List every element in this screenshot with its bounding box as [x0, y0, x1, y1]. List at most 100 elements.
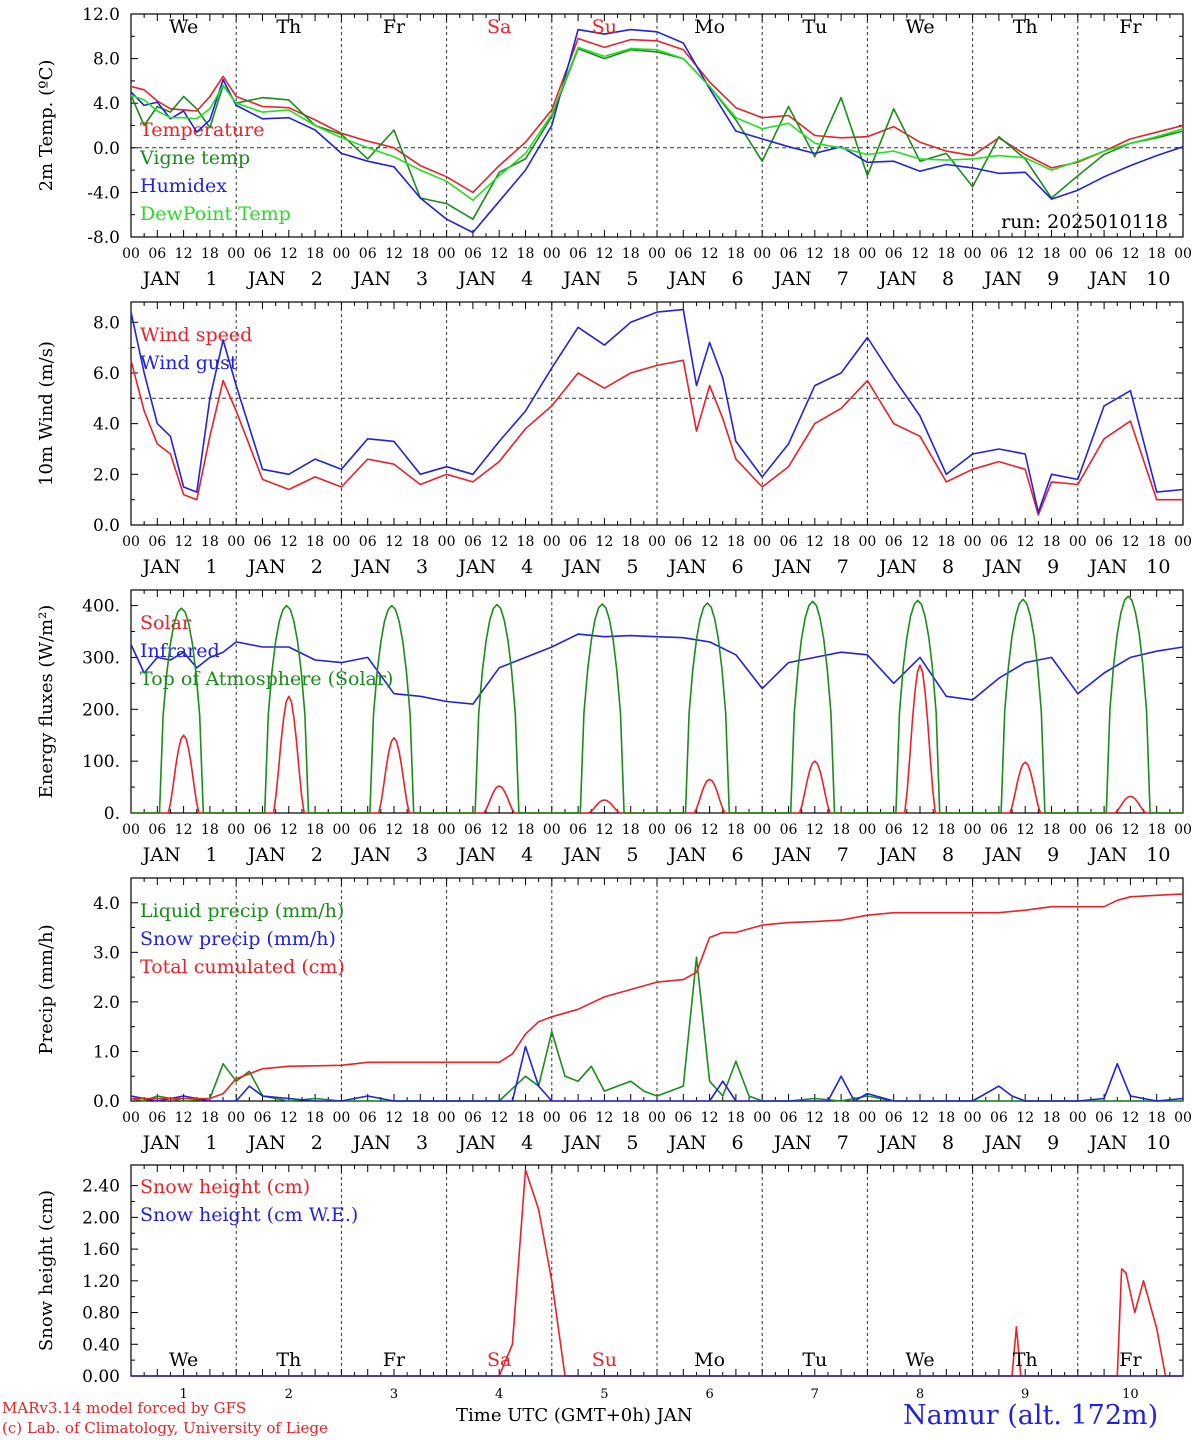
- date-number-label: 5: [626, 268, 638, 290]
- day-name-label: Th: [276, 1349, 301, 1371]
- precip-series-line: [131, 893, 1184, 1100]
- wind-plot-frame: [130, 301, 1184, 526]
- day-name-label: We: [169, 1349, 198, 1371]
- date-number-label: 2: [285, 1387, 293, 1402]
- hour-tick-label: 00: [858, 246, 876, 262]
- day-name-label: Mo: [694, 16, 725, 38]
- hour-tick-label: 00: [332, 246, 350, 262]
- month-label: JAN: [351, 844, 391, 866]
- day-name-label: Su: [592, 1349, 617, 1371]
- date-number-label: 8: [942, 556, 954, 578]
- energy-legend-entry: Solar: [140, 612, 192, 634]
- date-number-label: 7: [837, 844, 849, 866]
- date-number-label: 2: [311, 1132, 323, 1154]
- hour-tick-label: 06: [569, 1110, 587, 1126]
- hour-tick-label: 06: [885, 534, 903, 550]
- hour-tick-label: 06: [1095, 1110, 1113, 1126]
- date-number-label: 3: [416, 556, 428, 578]
- date-number-label: 10: [1146, 1132, 1170, 1154]
- hour-tick-label: 06: [1095, 822, 1113, 838]
- day-name-label: We: [169, 16, 198, 38]
- energy-series-line: [130, 633, 1184, 705]
- precip-y-tick-label: 1.0: [93, 1042, 120, 1062]
- hour-tick-label: 12: [280, 246, 298, 262]
- snow-legend-entry: Snow height (cm W.E.): [140, 1204, 358, 1226]
- hour-tick-label: 18: [622, 534, 640, 550]
- month-label: JAN: [141, 1132, 181, 1154]
- hour-tick-label: 18: [517, 534, 535, 550]
- date-number-label: 3: [416, 268, 428, 290]
- wind-series-line: [130, 308, 1184, 514]
- date-number-label: 7: [837, 268, 849, 290]
- month-label: JAN: [982, 268, 1022, 290]
- month-label: JAN: [877, 844, 917, 866]
- month-label: JAN: [141, 556, 181, 578]
- hour-tick-label: 06: [148, 246, 166, 262]
- snow-y-tick-label: 0.00: [82, 1367, 120, 1387]
- energy-y-tick-label: 400.: [82, 597, 120, 617]
- hour-tick-label: 06: [990, 1110, 1008, 1126]
- hour-tick-label: 12: [175, 1110, 193, 1126]
- hour-tick-label: 12: [911, 534, 929, 550]
- day-name-label: Tu: [802, 16, 827, 38]
- energy-y-axis-title: Energy fluxes (W/m²): [36, 605, 57, 799]
- hour-tick-label: 18: [832, 822, 850, 838]
- hour-tick-label: 06: [569, 246, 587, 262]
- month-label: JAN: [561, 268, 601, 290]
- date-number-label: 1: [179, 1387, 187, 1402]
- hour-tick-label: 00: [122, 1110, 140, 1126]
- date-number-label: 5: [600, 1387, 608, 1402]
- hour-tick-label: 18: [622, 1110, 640, 1126]
- hour-tick-label: 12: [385, 822, 403, 838]
- hour-tick-label: 00: [227, 822, 245, 838]
- hour-tick-label: 06: [990, 534, 1008, 550]
- date-number-label: 4: [495, 1387, 503, 1402]
- month-label: JAN: [456, 268, 496, 290]
- hour-tick-label: 00: [332, 1110, 350, 1126]
- hour-tick-label: 06: [569, 822, 587, 838]
- hour-tick-label: 12: [911, 822, 929, 838]
- hour-tick-label: 12: [385, 1110, 403, 1126]
- hour-tick-label: 12: [1121, 534, 1139, 550]
- hour-tick-label: 00: [332, 534, 350, 550]
- month-label: JAN: [561, 1132, 601, 1154]
- date-number-label: 4: [521, 844, 533, 866]
- hour-tick-label: 00: [858, 534, 876, 550]
- hour-tick-label: 18: [727, 1110, 745, 1126]
- temperature-legend-entry: DewPoint Temp: [140, 203, 291, 225]
- wind-y-tick-label: 0.0: [93, 516, 120, 536]
- date-number-label: 1: [206, 1132, 218, 1154]
- hour-tick-label: 06: [780, 1110, 798, 1126]
- hour-tick-label: 00: [753, 822, 771, 838]
- hour-tick-label: 00: [964, 822, 982, 838]
- hour-tick-label: 00: [543, 1110, 561, 1126]
- hour-tick-label: 00: [858, 1110, 876, 1126]
- date-number-label: 9: [1047, 556, 1059, 578]
- hour-tick-label: 18: [727, 822, 745, 838]
- month-label: JAN: [351, 556, 391, 578]
- hour-tick-label: 00: [1069, 822, 1087, 838]
- month-label: JAN: [246, 1132, 286, 1154]
- day-name-label: Th: [1013, 1349, 1038, 1371]
- date-number-label: 5: [626, 556, 638, 578]
- date-number-label: 7: [837, 556, 849, 578]
- month-label: JAN: [982, 1132, 1022, 1154]
- wind-series-line: [130, 359, 1183, 516]
- hour-tick-label: 00: [543, 822, 561, 838]
- hour-tick-label: 12: [701, 1110, 719, 1126]
- month-label: JAN: [246, 556, 286, 578]
- hour-tick-label: 00: [543, 534, 561, 550]
- energy-y-tick-label: 200.: [82, 700, 120, 720]
- date-number-label: 10: [1146, 556, 1170, 578]
- hour-tick-label: 18: [411, 246, 429, 262]
- month-label: JAN: [982, 844, 1022, 866]
- day-name-label: Mo: [694, 1349, 725, 1371]
- date-number-label: 2: [311, 844, 323, 866]
- hour-tick-label: 06: [254, 534, 272, 550]
- hour-tick-label: 00: [438, 1110, 456, 1126]
- hour-tick-label: 18: [411, 822, 429, 838]
- day-name-label: Su: [592, 16, 617, 38]
- date-number-label: 3: [416, 844, 428, 866]
- precip-series-line: [130, 1045, 1184, 1102]
- hour-tick-label: 00: [122, 534, 140, 550]
